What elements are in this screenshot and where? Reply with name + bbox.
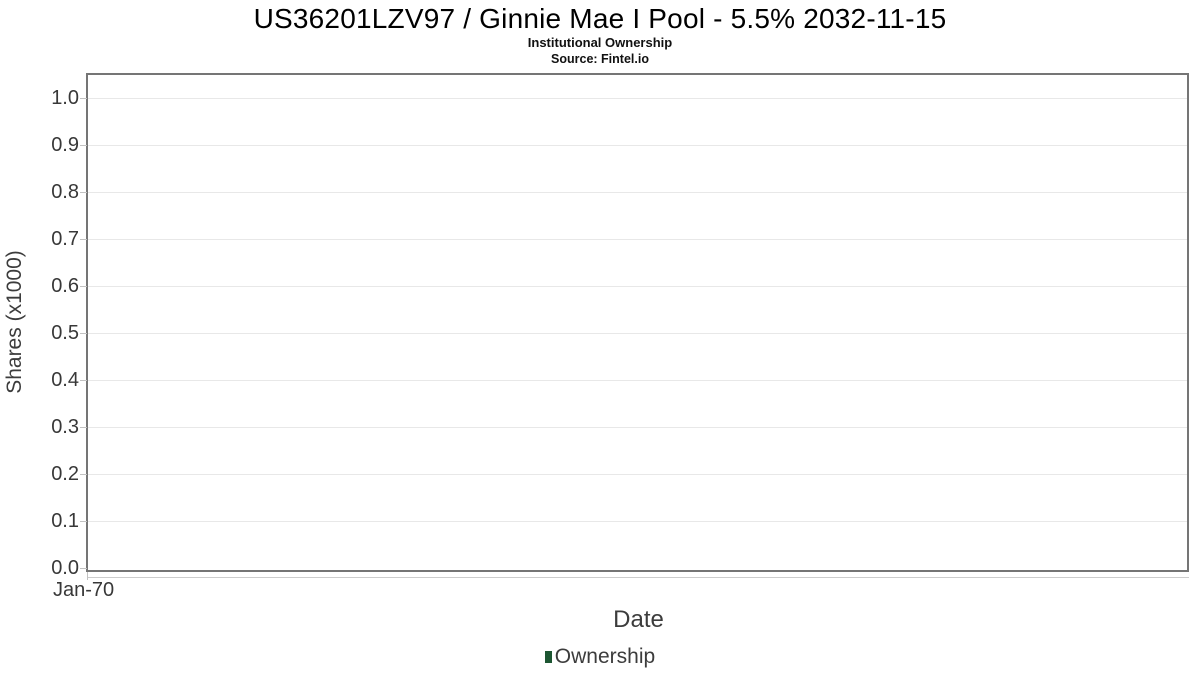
- x-axis-label: Date: [613, 606, 664, 633]
- x-axis-line: [88, 577, 1189, 578]
- gridline: [88, 427, 1187, 428]
- y-tick-label: 1.0: [51, 87, 79, 109]
- y-tick-label: 0.0: [51, 557, 79, 579]
- gridline: [88, 192, 1187, 193]
- y-tick-mark: [80, 145, 87, 146]
- y-tick-label: 0.2: [51, 463, 79, 485]
- x-tick-mark: [87, 572, 88, 580]
- x-tick-label: Jan-70: [53, 579, 115, 601]
- y-tick-label: 0.1: [51, 510, 79, 532]
- y-tick-label: 0.3: [51, 416, 79, 438]
- y-tick-label: 0.8: [51, 181, 79, 203]
- y-tick-label: 0.4: [51, 369, 79, 391]
- legend-label-ownership: Ownership: [554, 645, 656, 668]
- gridline: [88, 145, 1187, 146]
- plot-area: [86, 73, 1189, 572]
- y-tick-mark: [80, 286, 87, 287]
- y-tick-mark: [80, 192, 87, 193]
- legend: Ownership: [0, 645, 1200, 669]
- y-axis-label: Shares (x1000): [3, 250, 26, 394]
- y-tick-label: 0.5: [51, 322, 79, 344]
- legend-marker-ownership: [544, 651, 552, 663]
- chart-title: US36201LZV97 / Ginnie Mae I Pool - 5.5% …: [253, 3, 947, 34]
- y-tick-mark: [80, 568, 87, 569]
- y-tick-label: 0.7: [51, 228, 79, 250]
- y-tick-label: 0.6: [51, 275, 79, 297]
- gridline: [88, 286, 1187, 287]
- y-tick-mark: [80, 474, 87, 475]
- gridline: [88, 333, 1187, 334]
- y-tick-mark: [80, 98, 87, 99]
- gridline: [88, 239, 1187, 240]
- gridline: [88, 474, 1187, 475]
- chart-source-attribution: Source: Fintel.io: [551, 52, 649, 66]
- y-tick-mark: [80, 333, 87, 334]
- y-tick-mark: [80, 239, 87, 240]
- y-tick-mark: [80, 427, 87, 428]
- gridline: [88, 380, 1187, 381]
- y-tick-label: 0.9: [51, 134, 79, 156]
- gridline: [88, 98, 1187, 99]
- gridline: [88, 521, 1187, 522]
- y-tick-mark: [80, 521, 87, 522]
- chart-subtitle: Institutional Ownership: [527, 35, 673, 50]
- y-tick-mark: [80, 380, 87, 381]
